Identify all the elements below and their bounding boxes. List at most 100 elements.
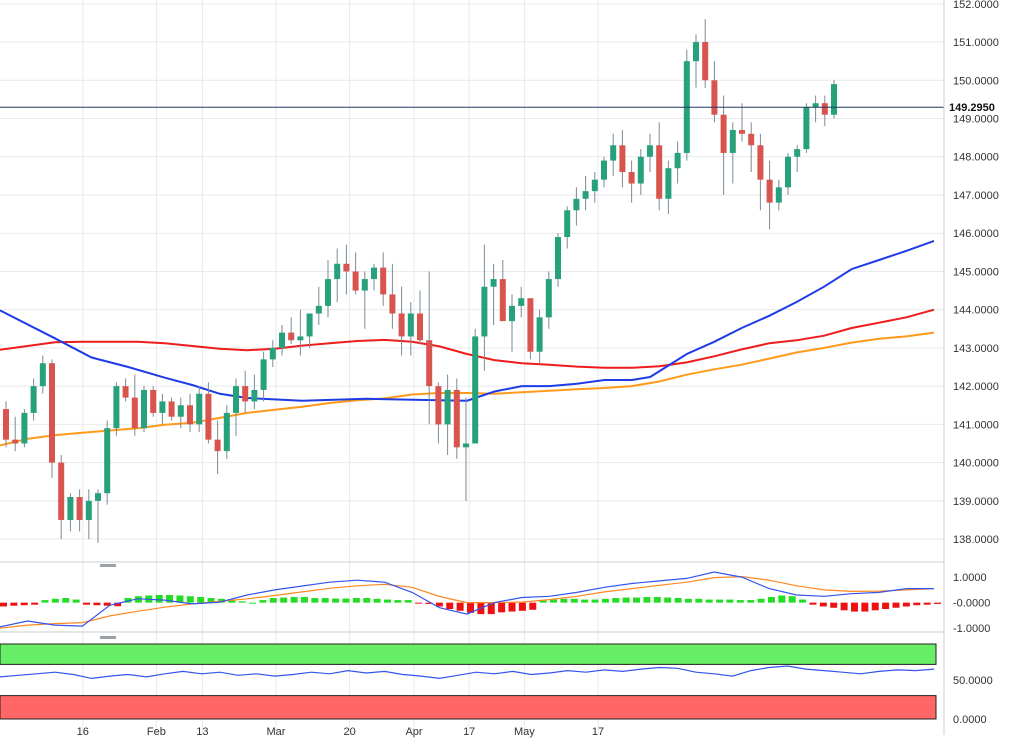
candle-body — [85, 500, 92, 520]
current-price-label: 149.2950 — [949, 102, 995, 114]
candle-body — [417, 313, 423, 341]
pane-resize-handle — [100, 636, 116, 639]
candle-body — [196, 393, 203, 425]
macd-histogram-bar — [726, 599, 734, 603]
macd-histogram-bar — [446, 602, 454, 610]
macd-histogram-bar — [913, 602, 921, 606]
candle-body — [49, 363, 55, 463]
candle-body — [518, 298, 525, 306]
macd-histogram-bar — [622, 597, 630, 603]
macd-histogram-bar — [176, 595, 184, 603]
macd-histogram-bar — [830, 602, 838, 608]
y-tick-label: 150.0000 — [953, 75, 999, 87]
candle-body — [251, 389, 258, 402]
y-tick-label: 148.0000 — [953, 152, 999, 164]
candle-body — [131, 397, 138, 429]
candle-body — [58, 462, 65, 520]
candle-body — [21, 412, 28, 444]
candle-body — [656, 145, 663, 199]
candle-body — [76, 497, 83, 520]
candle-body — [803, 107, 810, 150]
y-tick-label: 143.0000 — [953, 343, 999, 355]
candle-body — [472, 336, 479, 444]
macd-histogram-bar — [280, 597, 288, 603]
candle-body — [821, 103, 828, 115]
macd-histogram-bar — [207, 598, 215, 603]
macd-histogram-bar — [539, 600, 547, 603]
macd-histogram-bar — [311, 598, 319, 603]
candle-body — [748, 133, 755, 146]
x-tick-label: May — [514, 726, 535, 738]
y-tick-label: 151.0000 — [953, 37, 999, 49]
current-price-box — [946, 99, 1000, 116]
x-tick-label: 17 — [463, 726, 475, 738]
macd-histogram-bar — [166, 594, 174, 603]
candle-body — [619, 145, 626, 173]
macd-histogram-bar — [570, 598, 578, 603]
candle-body — [113, 386, 120, 429]
macd-histogram-bar — [404, 600, 412, 603]
x-tick-label: Feb — [147, 726, 166, 738]
x-tick-label: 16 — [77, 726, 89, 738]
candle-body — [407, 313, 414, 337]
macd-histogram-bar — [425, 602, 433, 604]
candle-body — [564, 210, 571, 238]
macd-histogram-bar — [269, 598, 277, 603]
pane-resize-handle — [100, 564, 116, 567]
macd-histogram-bar — [819, 602, 827, 607]
candle-body — [757, 145, 764, 180]
macd-histogram-bar — [415, 602, 423, 604]
macd-histogram-bar — [529, 602, 537, 610]
macd-histogram-bar — [394, 600, 402, 603]
candle-body — [306, 313, 313, 337]
candle-body — [67, 497, 74, 520]
candle-body — [343, 263, 350, 272]
candle-body — [527, 298, 534, 352]
osc-y-tick-label: 0.0000 — [953, 714, 987, 726]
candle-body — [674, 152, 681, 169]
candle-body — [794, 149, 801, 157]
candle-body — [490, 279, 497, 287]
macd-histogram-bar — [861, 602, 869, 612]
macd-y-tick-label: -0.0000 — [953, 598, 990, 610]
y-tick-label: 147.0000 — [953, 190, 999, 202]
candle-body — [297, 336, 304, 341]
macd-histogram-bar — [290, 597, 298, 603]
macd-histogram-bar — [601, 598, 609, 603]
macd-histogram-bar — [373, 598, 381, 603]
candle-body — [150, 389, 157, 413]
y-tick-label: 140.0000 — [953, 458, 999, 470]
candle-body — [693, 42, 699, 62]
macd-histogram-bar — [238, 601, 246, 603]
candle-body — [168, 401, 175, 417]
candle-body — [159, 401, 166, 413]
macd-histogram-bar — [456, 602, 464, 611]
macd-histogram-bar — [633, 597, 641, 603]
macd-histogram-bar — [228, 600, 236, 603]
macd-histogram-bar — [747, 600, 755, 603]
macd-histogram-bar — [518, 602, 526, 611]
macd-histogram-bar — [934, 602, 941, 604]
candle-body — [775, 187, 782, 203]
candle-body — [591, 179, 598, 192]
candle-body — [352, 271, 359, 291]
candle-body — [711, 80, 718, 115]
osc-y-tick-label: 50.0000 — [953, 675, 993, 687]
x-tick-label: Mar — [267, 726, 286, 738]
y-tick-label: 139.0000 — [953, 496, 999, 508]
candle-body — [481, 286, 488, 337]
candle-body — [610, 145, 617, 161]
macd-histogram-bar — [31, 602, 39, 605]
candle-body — [555, 237, 561, 280]
candle-body — [223, 412, 230, 452]
y-tick-label: 149.0000 — [953, 114, 999, 126]
candle-body — [39, 363, 46, 387]
macd-histogram-bar — [508, 602, 516, 612]
candle-body — [463, 443, 469, 448]
macd-histogram-bar — [124, 598, 132, 603]
macd-histogram-bar — [498, 602, 506, 613]
candle-body — [177, 405, 184, 417]
candle-body — [435, 386, 442, 425]
